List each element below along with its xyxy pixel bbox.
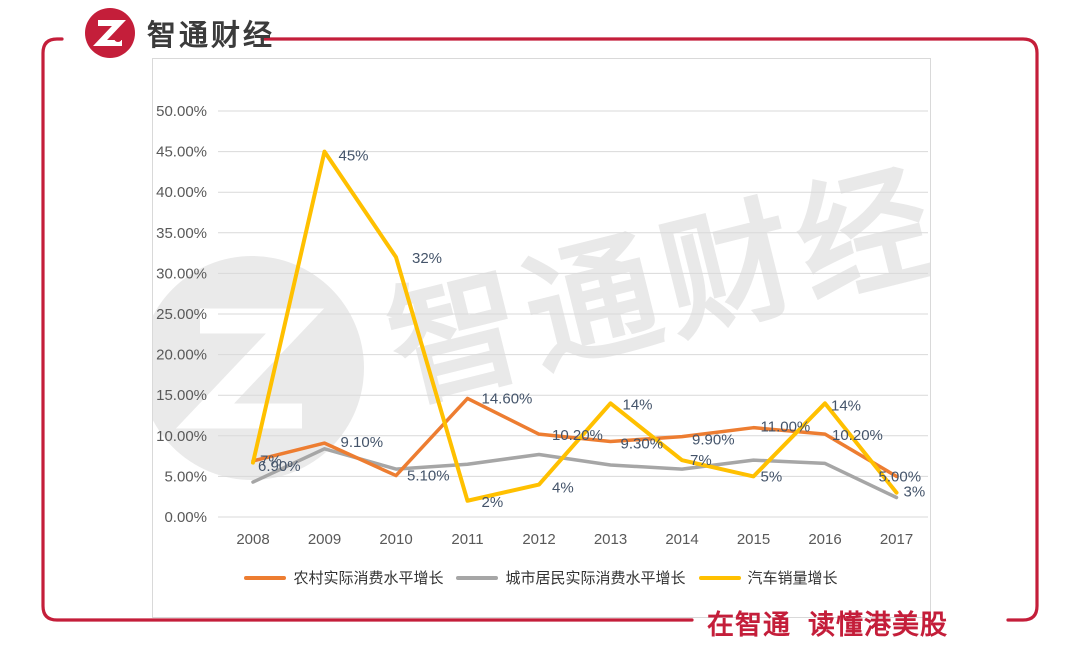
data-label-series-2: 7% bbox=[260, 453, 282, 470]
legend-swatch-icon bbox=[456, 575, 499, 580]
data-label-series-0: 9.10% bbox=[341, 434, 384, 451]
data-label-series-2: 32% bbox=[412, 250, 442, 267]
legend-swatch-icon bbox=[698, 575, 741, 580]
data-label-series-0: 9.90% bbox=[692, 432, 735, 449]
y-axis-tick-label: 35.00% bbox=[156, 225, 207, 242]
data-label-series-0: 5.10% bbox=[407, 468, 450, 485]
y-axis-tick-label: 0.00% bbox=[164, 509, 207, 526]
x-axis-tick-label: 2016 bbox=[808, 531, 841, 548]
y-axis-tick-label: 30.00% bbox=[156, 265, 207, 282]
data-label-series-2: 14% bbox=[831, 397, 861, 414]
brand-header: 智通财经 bbox=[84, 7, 275, 59]
data-label-series-2: 2% bbox=[482, 494, 504, 511]
y-axis-tick-label: 10.00% bbox=[156, 428, 207, 445]
data-label-series-0: 14.60% bbox=[482, 390, 533, 407]
y-axis-tick-label: 25.00% bbox=[156, 306, 207, 323]
x-axis-tick-label: 2009 bbox=[308, 531, 341, 548]
x-axis-tick-label: 2013 bbox=[594, 531, 627, 548]
data-label-series-2: 3% bbox=[904, 484, 926, 501]
data-label-series-2: 7% bbox=[690, 452, 712, 469]
chart-legend: 农村实际消费水平增长 城市居民实际消费水平增长 汽车销量增长 bbox=[152, 567, 930, 588]
data-label-series-2: 4% bbox=[552, 480, 574, 497]
x-axis-tick-label: 2011 bbox=[451, 531, 483, 548]
legend-item-1: 城市居民实际消费水平增长 bbox=[456, 567, 686, 588]
data-label-series-2: 14% bbox=[623, 396, 653, 413]
legend-item-0: 农村实际消费水平增长 bbox=[244, 567, 443, 588]
legend-label: 汽车销量增长 bbox=[747, 570, 838, 587]
x-axis-tick-label: 2014 bbox=[665, 531, 698, 548]
legend-label: 城市居民实际消费水平增长 bbox=[505, 570, 686, 587]
y-axis-tick-label: 50.00% bbox=[156, 103, 207, 120]
data-label-series-2: 45% bbox=[339, 148, 369, 165]
legend-item-2: 汽车销量增长 bbox=[698, 567, 838, 588]
legend-label: 农村实际消费水平增长 bbox=[293, 570, 444, 587]
x-axis-tick-label: 2015 bbox=[737, 531, 770, 548]
data-label-series-0: 10.20% bbox=[832, 427, 883, 444]
legend-swatch-icon bbox=[244, 575, 287, 580]
y-axis-tick-label: 45.00% bbox=[156, 144, 207, 161]
data-label-series-0: 10.20% bbox=[552, 427, 603, 444]
y-axis-tick-label: 5.00% bbox=[164, 468, 207, 485]
data-label-series-2: 5% bbox=[761, 468, 783, 485]
y-axis-tick-label: 20.00% bbox=[156, 347, 207, 364]
tagline-text: 在智通 读懂港美股 bbox=[707, 610, 949, 640]
brand-logo-text: 智通财经 bbox=[147, 20, 276, 52]
data-label-series-0: 11.00% bbox=[761, 419, 811, 436]
y-axis-tick-label: 40.00% bbox=[156, 184, 207, 201]
data-label-series-0: 9.30% bbox=[621, 435, 664, 452]
x-axis-tick-label: 2010 bbox=[379, 531, 412, 548]
x-axis-tick-label: 2012 bbox=[522, 531, 555, 548]
y-axis-tick-label: 15.00% bbox=[156, 387, 207, 404]
x-axis-tick-label: 2008 bbox=[236, 531, 269, 548]
x-axis-tick-label: 2017 bbox=[880, 531, 913, 548]
zhitong-logo-icon bbox=[85, 8, 135, 58]
